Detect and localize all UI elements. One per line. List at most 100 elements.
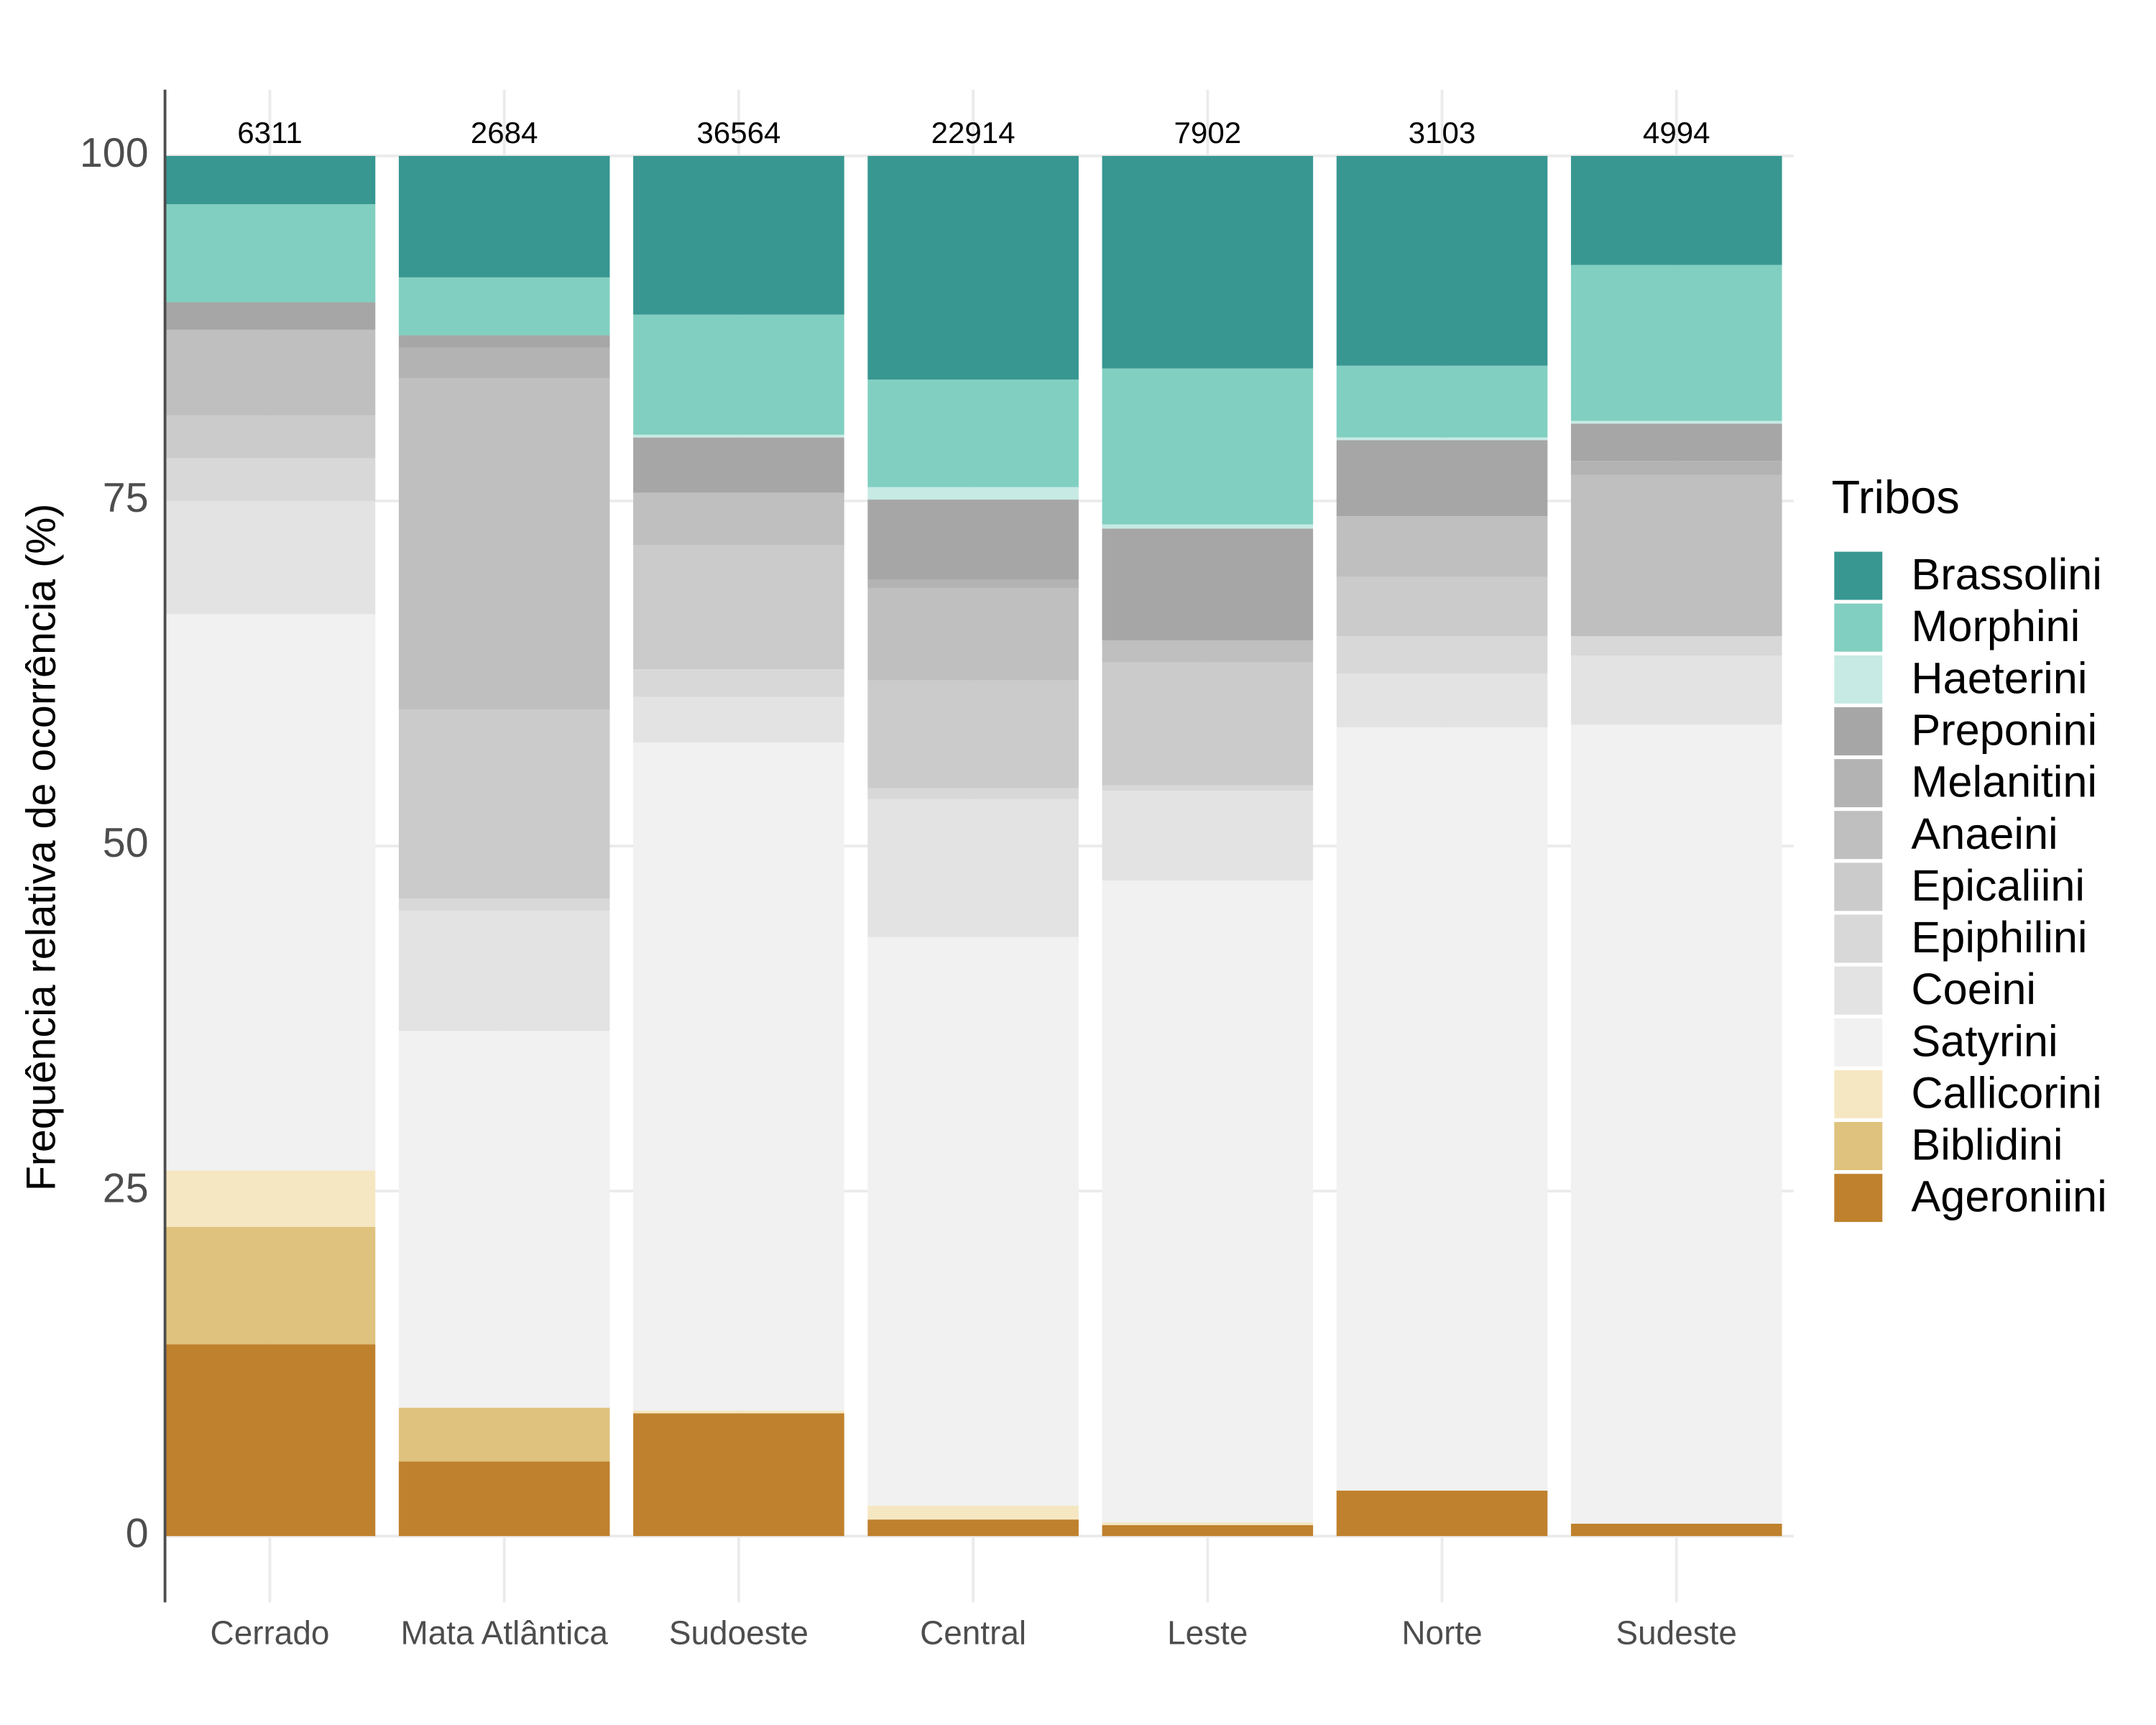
legend-label: Ageroniini <box>1911 1172 2106 1221</box>
legend-label: Epiphilini <box>1911 913 2087 962</box>
bar-segment <box>398 155 610 277</box>
bar-segment <box>164 1227 376 1345</box>
bar-segment <box>164 500 376 615</box>
bar-segment <box>633 669 844 697</box>
legend-key <box>1834 1018 1883 1067</box>
bar-segment <box>1570 724 1782 1524</box>
total-label: 7902 <box>1174 116 1242 150</box>
bar-segment <box>1102 640 1314 663</box>
bar-segment <box>1336 576 1548 637</box>
bar-segment <box>398 709 610 899</box>
legend-label: Epicaliini <box>1911 861 2085 910</box>
bar-segment <box>1570 656 1782 725</box>
bar-segment <box>867 500 1079 580</box>
bar-segment <box>867 788 1079 799</box>
bar-segment <box>398 1031 610 1408</box>
bar-segment <box>633 1413 844 1537</box>
legend-label: Coeini <box>1911 965 2036 1013</box>
bar-segment <box>398 378 610 709</box>
bar-segment <box>398 898 610 911</box>
legend-key <box>1834 811 1883 860</box>
total-label: 6311 <box>237 116 302 150</box>
legend-key <box>1834 707 1883 755</box>
bar-segment <box>867 1505 1079 1520</box>
legend-key <box>1834 759 1883 808</box>
bar-segment <box>867 799 1079 937</box>
bar-segment <box>398 277 610 336</box>
bar-segment <box>867 155 1079 380</box>
bar-segment <box>1102 662 1314 786</box>
bar-segment <box>1336 365 1548 438</box>
bar-segment <box>633 492 844 546</box>
legend-label: Brassolini <box>1911 550 2101 599</box>
total-label: 2684 <box>471 116 538 150</box>
bar-segment <box>1102 1524 1314 1537</box>
bar-segment <box>633 696 844 743</box>
bar-segment <box>633 1410 844 1414</box>
y-axis-label: Frequência relativa de ocorrência (%) <box>18 504 64 1192</box>
bar-segment <box>1336 727 1548 1491</box>
bar-segment <box>398 335 610 348</box>
bar-segment <box>1102 368 1314 525</box>
bar-segment <box>1336 673 1548 727</box>
bar-segment <box>1570 461 1782 475</box>
x-tick-label: Mata Atlântica <box>401 1614 609 1651</box>
legend-key <box>1834 862 1883 911</box>
bar-segment <box>164 614 376 1171</box>
legend-key <box>1834 1122 1883 1170</box>
legend-label: Biblidini <box>1911 1121 2063 1169</box>
bar-segment <box>164 1170 376 1228</box>
x-tick-label: Norte <box>1401 1614 1482 1651</box>
bar-segment <box>1102 1522 1314 1525</box>
bar-segment <box>867 579 1079 588</box>
bar-segment <box>1102 528 1314 640</box>
bar-segment <box>1102 524 1314 529</box>
bar-segment <box>164 204 376 303</box>
legend-key <box>1834 1070 1883 1118</box>
total-label: 22914 <box>931 116 1015 150</box>
bar-segment <box>1336 155 1548 366</box>
y-tick-label: 75 <box>103 475 149 521</box>
legend-key <box>1834 603 1883 652</box>
bar-segment <box>1102 785 1314 791</box>
bar-segment <box>867 937 1079 1506</box>
bar-segment <box>633 437 844 493</box>
bar-segment <box>164 415 376 459</box>
bar-segment <box>633 742 844 1411</box>
bar-segment <box>1336 636 1548 674</box>
legend-label: Preponini <box>1911 706 2097 755</box>
y-tick-label: 50 <box>103 820 149 866</box>
y-tick-label: 25 <box>103 1165 149 1211</box>
legend-key <box>1834 966 1883 1015</box>
bar-segment <box>867 587 1079 681</box>
bar-segment <box>164 329 376 415</box>
legend-label: Morphini <box>1911 602 2080 650</box>
bar-segment <box>867 680 1079 788</box>
bar-segment <box>867 1519 1079 1537</box>
bar-segment <box>1570 264 1782 421</box>
bar-segment <box>1102 155 1314 369</box>
bar-segment <box>164 155 376 205</box>
legend-label: Callicorini <box>1911 1068 2101 1117</box>
bar-segment <box>1570 1523 1782 1537</box>
bar-segment <box>1336 440 1548 517</box>
bar-segment <box>398 1461 610 1537</box>
x-tick-label: Cerrado <box>211 1614 330 1651</box>
total-label: 4994 <box>1643 116 1710 150</box>
bar-segment <box>1102 880 1314 1522</box>
legend-key <box>1834 1174 1883 1223</box>
bar-segment <box>867 379 1079 487</box>
legend-label: Anaeini <box>1911 809 2058 858</box>
bar-segment <box>633 545 844 670</box>
bar-segment <box>1570 636 1782 656</box>
x-tick-label: Leste <box>1167 1614 1248 1651</box>
x-tick-label: Sudoeste <box>669 1614 808 1651</box>
legend-label: Haeterini <box>1911 653 2087 702</box>
bar-segment <box>1336 437 1548 441</box>
bar-segment <box>633 314 844 435</box>
bar-segment <box>1336 1490 1548 1537</box>
bar-segment <box>1102 791 1314 881</box>
bar-segment <box>164 302 376 330</box>
bar-segment <box>1570 474 1782 637</box>
bar-segment <box>398 1407 610 1462</box>
